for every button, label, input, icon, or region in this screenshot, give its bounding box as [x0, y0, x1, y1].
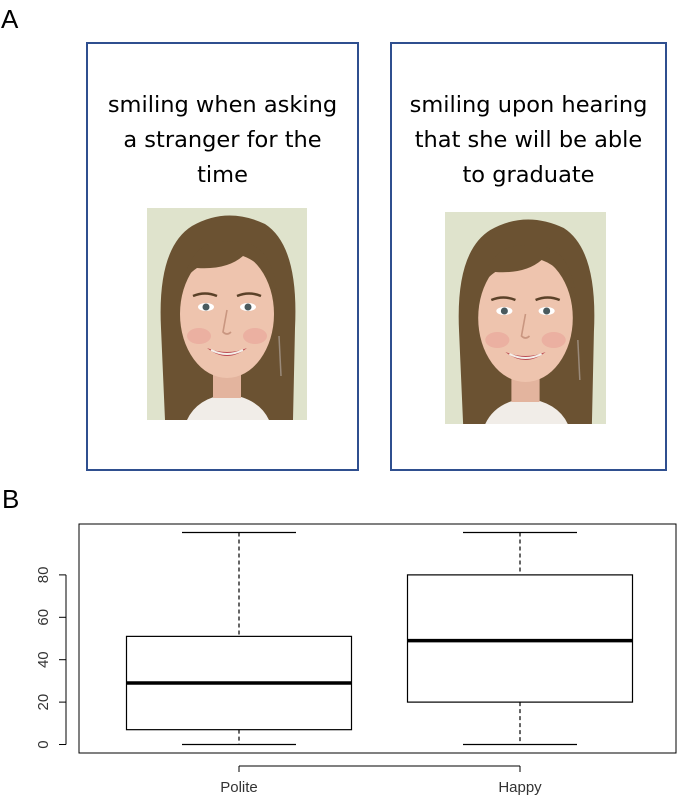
y-tick-label: 0 — [35, 740, 52, 748]
y-tick-label: 40 — [35, 651, 52, 668]
x-tick-label: Polite — [220, 779, 258, 796]
stimulus-caption: smiling upon hearing that she will be ab… — [392, 88, 665, 193]
x-tick-label: Happy — [498, 779, 542, 796]
y-tick-label: 60 — [35, 609, 52, 626]
caption-line: smiling when asking — [107, 92, 338, 118]
smiling-woman-face-photo — [147, 208, 307, 420]
box-happy — [406, 574, 634, 703]
stimulus-card-happy: smiling upon hearing that she will be ab… — [390, 42, 667, 471]
plot-frame — [78, 523, 677, 754]
boxplot-chart: 0 20 40 60 80 Polite Happy — [35, 523, 677, 796]
stimulus-card-polite: smiling when asking a stranger for the t… — [86, 42, 359, 471]
caption-line: smiling upon hearing — [409, 92, 648, 118]
smiling-woman-face-photo — [445, 212, 606, 424]
panel-label-a: A — [1, 4, 19, 34]
y-tick-label: 20 — [35, 694, 52, 711]
caption-line: a stranger for the — [123, 127, 322, 153]
caption-line: to graduate — [462, 162, 595, 188]
caption-line: that she will be able — [414, 127, 643, 153]
panel-label-b: B — [2, 484, 20, 514]
y-tick-label: 80 — [35, 567, 52, 584]
stimulus-caption: smiling when asking a stranger for the t… — [88, 88, 357, 193]
caption-line: time — [197, 162, 248, 188]
